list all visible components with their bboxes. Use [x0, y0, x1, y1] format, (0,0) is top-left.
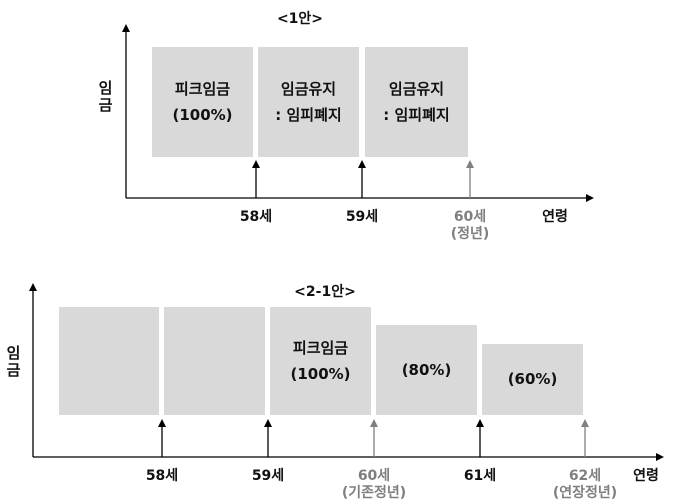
plan1-box-2-line1: 임금유지 [280, 79, 337, 98]
plan2-tick-62: 62세 (연장정년) [540, 465, 630, 502]
plan1-box-2-line2: : 임피폐지 [275, 106, 342, 124]
plan1-box-1-line2: (100%) [172, 106, 233, 124]
plan2-tick-58: 58세 [142, 465, 182, 485]
plan1-box-1-line1: 피크임금 [174, 79, 231, 98]
plan1-tick-58-label: 58세 [239, 209, 273, 225]
plan1-y-label: 임금 [98, 79, 116, 115]
plan1-tick-59-label: 59세 [345, 209, 379, 225]
plan1-x-label: 연령 [542, 209, 568, 225]
plan1-tick-60-label: 60세 [453, 209, 487, 225]
plan2-tick-61-label: 61세 [463, 468, 497, 484]
plan2-box-2 [164, 307, 265, 415]
plan2-tick-59: 59세 [248, 465, 288, 485]
plan2-box-4-line1: (80%) [401, 360, 452, 379]
plan2-box-3-line2: (100%) [290, 365, 351, 383]
plan2-tick-62-label: 62세 [568, 468, 602, 484]
plan2-box-3-line1: 피크임금 [292, 338, 349, 357]
plan1-y-label-text: 임금 [98, 79, 113, 115]
plan2-tick-60-sub: (기존정년) [341, 485, 407, 501]
plan2-title: <2-1안> [294, 284, 356, 300]
plan1-box-3-line1: 임금유지 [388, 79, 445, 98]
plan1-box-peak: 피크임금 (100%) [152, 47, 253, 157]
plan2-y-label: 임금 [6, 344, 24, 380]
plan1-box-maintain-2: 임금유지 : 임피폐지 [365, 47, 468, 157]
plan1-tick-59: 59세 [342, 206, 382, 226]
plan2-box-80: (80%) [376, 325, 477, 415]
plan2-tick-58-label: 58세 [145, 468, 179, 484]
plan2-box-1 [59, 307, 159, 415]
plan1-tick-58: 58세 [236, 206, 276, 226]
plan2-y-label-text: 임금 [6, 344, 21, 380]
plan2-tick-61: 61세 [460, 465, 500, 485]
plan2-tick-59-label: 59세 [251, 468, 285, 484]
plan2-tick-60: 60세 (기존정년) [329, 465, 419, 502]
plan1-title: <1안> [276, 11, 324, 27]
plan2-tick-62-sub: (연장정년) [552, 485, 618, 501]
plan1-box-3-line2: : 임피폐지 [383, 106, 450, 124]
plan1-box-maintain-1: 임금유지 : 임피폐지 [258, 47, 359, 157]
plan2-tick-60-label: 60세 [357, 468, 391, 484]
plan2-box-5-line1: (60%) [507, 370, 558, 389]
plan1-tick-60-sub: (정년) [450, 226, 490, 242]
plan2-box-60: (60%) [482, 344, 583, 415]
plan2-x-label: 연령 [633, 468, 659, 484]
plan1-tick-60: 60세 (정년) [440, 206, 500, 243]
plan2-box-peak: 피크임금 (100%) [270, 307, 371, 415]
